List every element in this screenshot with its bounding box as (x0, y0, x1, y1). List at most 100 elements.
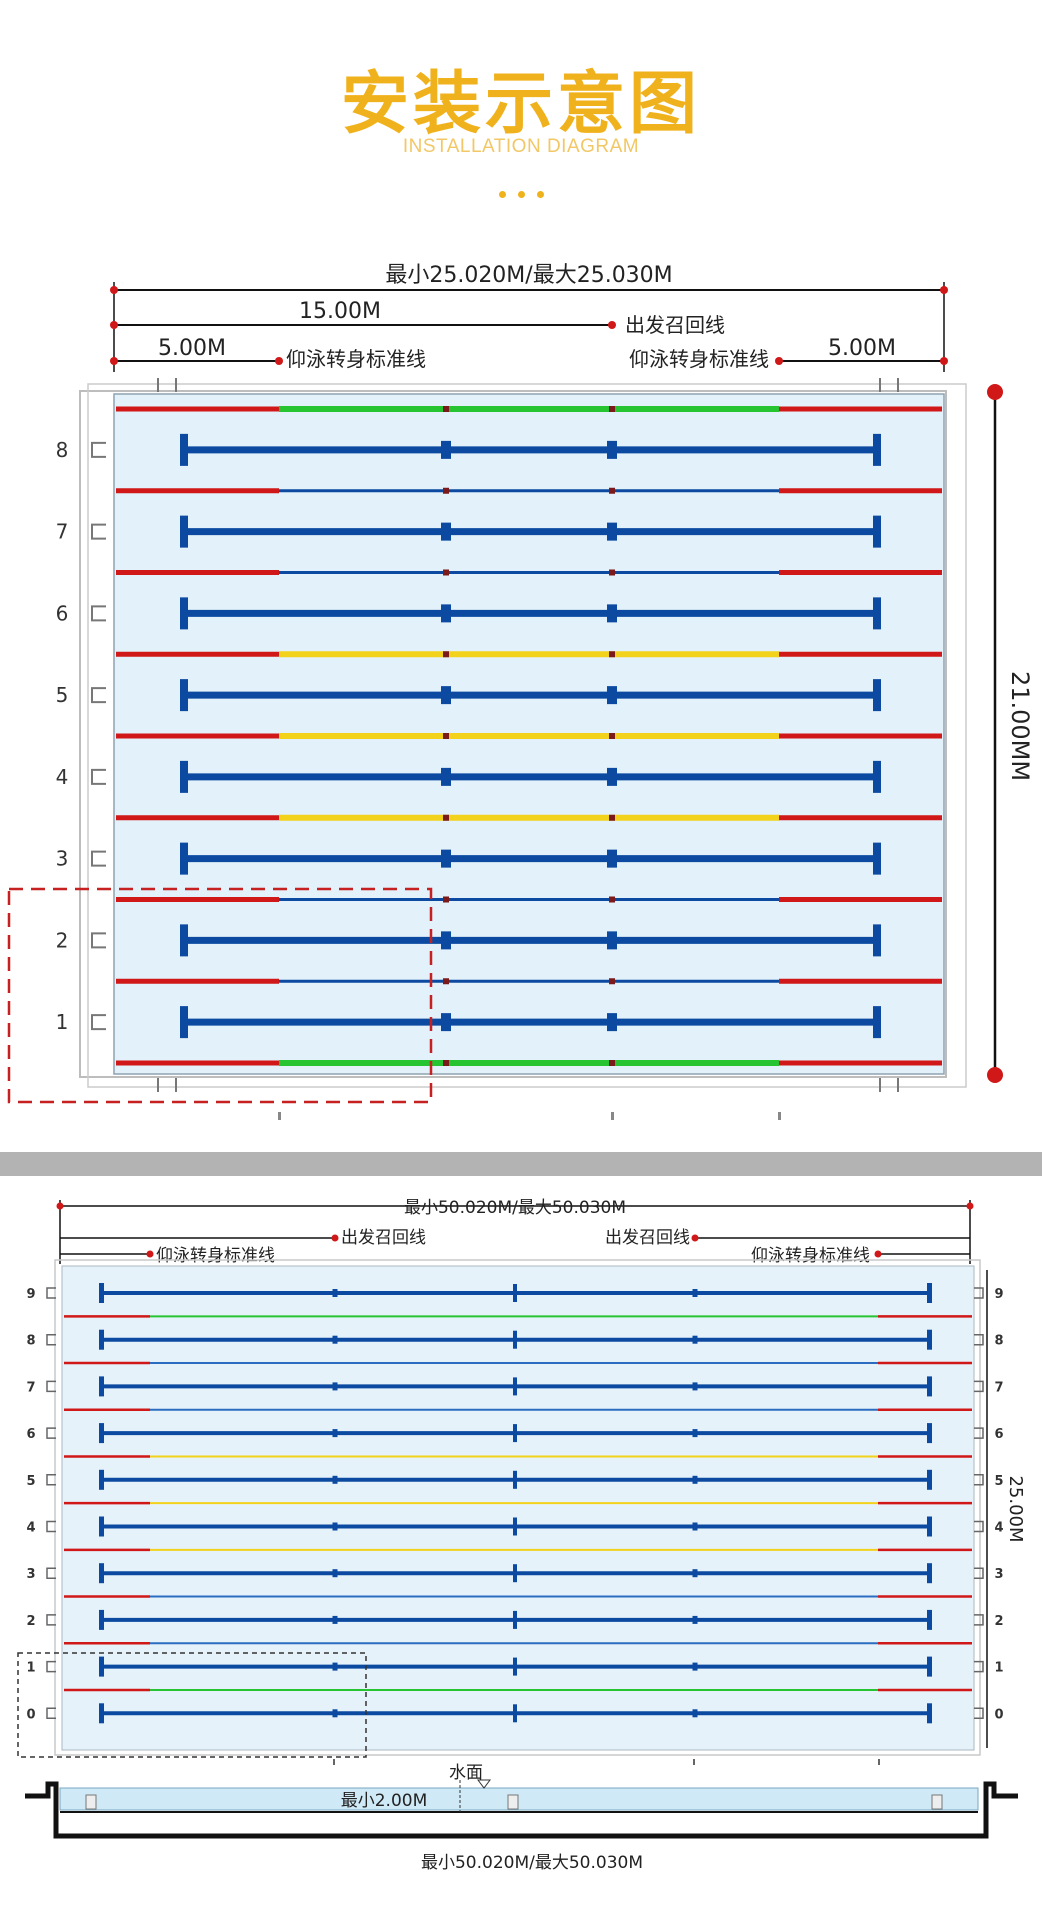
lane-line (180, 924, 881, 957)
lane-line (180, 679, 881, 712)
touchpad-icon (46, 1520, 56, 1533)
touchpad-icon (974, 1614, 984, 1626)
backstroke-line-right-label-50: 仰泳转身标准线 (751, 1246, 870, 1266)
pool-width-label-50: 25.00M (1005, 1475, 1026, 1542)
lane-line (99, 1376, 932, 1397)
end-distance-left-label: 5.00M (158, 336, 226, 361)
touchpad-icon (46, 1614, 56, 1626)
touchpad-icon (91, 441, 106, 458)
lane-number: 1 (56, 1010, 69, 1034)
lane-line (99, 1563, 932, 1584)
lane-number-right: 1 (994, 1661, 1003, 1676)
lane-rope (116, 487, 942, 494)
pool-cross-section (25, 1779, 1018, 1839)
touchpad-icons-50 (46, 1287, 984, 1720)
section-separator (0, 1152, 1042, 1176)
lane-rope (116, 896, 942, 903)
lane-rope (116, 1060, 942, 1066)
lane-number: 8 (56, 438, 69, 462)
backstroke-line-left-label: 仰泳转身标准线 (286, 347, 426, 371)
touchpad-icon (974, 1380, 984, 1393)
lane-number-left: 6 (26, 1427, 35, 1442)
pool-deck-outline-25 (79, 390, 947, 1078)
lane-line (180, 433, 881, 466)
page-subtitle: INSTALLATION DIAGRAM (402, 136, 640, 157)
detail-callout-box-50 (17, 1652, 367, 1758)
lane-line (180, 1006, 881, 1039)
lane-number-left: 2 (26, 1614, 35, 1629)
lane-line (180, 842, 881, 875)
lane-number-right: 4 (994, 1521, 1003, 1536)
starting-blocks-25 (157, 378, 899, 1092)
pool-width-label-25: 21.00MM (1006, 671, 1034, 781)
touchpad-icon (91, 1014, 106, 1031)
lane-line (180, 597, 881, 630)
touchpad-icon (974, 1707, 984, 1720)
touchpad-icon (46, 1567, 56, 1579)
lane-rope (116, 814, 942, 821)
lane-number: 6 (56, 601, 69, 625)
section-length-label: 最小50.020M/最大50.030M (421, 1853, 643, 1873)
anchor-marks-25 (278, 1112, 781, 1120)
anchor-marks-50 (333, 1759, 880, 1765)
touchpad-icon (91, 932, 106, 949)
lane-number-right: 2 (994, 1614, 1003, 1629)
page-title: 安装示意图 (340, 64, 701, 144)
lane-number-left: 9 (26, 1287, 35, 1302)
backstroke-line-left-label-50: 仰泳转身标准线 (156, 1246, 275, 1266)
overall-length-label-50: 最小50.020M/最大50.030M (404, 1198, 626, 1218)
lane-rope (116, 406, 942, 412)
touchpad-icon (91, 523, 106, 540)
lane-number-right: 6 (994, 1427, 1003, 1442)
lane-line (99, 1423, 932, 1444)
lane-number-right: 3 (994, 1567, 1003, 1582)
touchpad-icon (46, 1380, 56, 1393)
lane-line (99, 1329, 932, 1350)
touchpad-icon (46, 1427, 56, 1439)
lane-rope (116, 651, 942, 658)
touchpad-icon (974, 1333, 984, 1346)
lane-number-right: 9 (994, 1287, 1003, 1302)
dimension-dots-50 (56, 1202, 974, 1258)
touchpad-icon (974, 1427, 984, 1439)
lane-line (99, 1609, 932, 1630)
lane-number-right: 0 (994, 1707, 1003, 1722)
water-surface-label: 水面 (449, 1763, 483, 1783)
lane-line (99, 1469, 932, 1490)
lane-rope (116, 569, 942, 576)
lane-line (99, 1703, 932, 1724)
touchpad-icon (46, 1707, 56, 1720)
decorative-dots (0, 183, 1042, 202)
lane-numbers-50: 9 9 8 8 7 7 6 6 5 5 4 4 3 3 2 2 1 1 0 0 (26, 1287, 1003, 1722)
lane-number-left: 8 (26, 1334, 35, 1349)
lane-line (180, 515, 881, 548)
overall-length-label-25: 最小25.020M/最大25.030M (385, 263, 672, 288)
dimension-lines-50 (59, 1200, 988, 1748)
recall-line-label: 出发召回线 (625, 313, 725, 337)
touchpad-icon (46, 1660, 56, 1673)
pool-deck-outline-50 (54, 1259, 981, 1756)
lane-number: 4 (56, 765, 69, 789)
lane-number-left: 1 (26, 1661, 35, 1676)
recall-line-left-label: 出发召回线 (341, 1228, 426, 1248)
touchpad-icon (46, 1333, 56, 1346)
end-distance-right-label: 5.00M (828, 336, 896, 361)
touchpad-icon (91, 687, 106, 704)
lane-ropes-50 (64, 1315, 972, 1692)
touchpad-icon (91, 768, 106, 785)
lane-number-left: 7 (26, 1380, 35, 1395)
depth-label: 最小2.00M (341, 1791, 428, 1811)
lane-line (99, 1283, 932, 1303)
lane-number: 3 (56, 847, 69, 871)
pool-gutter-outline-25 (87, 383, 967, 1088)
lane-number: 2 (56, 928, 69, 952)
backstroke-line-right-label: 仰泳转身标准线 (629, 347, 769, 371)
mid-distance-label: 15.00M (299, 299, 381, 324)
touchpad-icon (91, 850, 106, 867)
lane-rope (116, 978, 942, 985)
lane-number-right: 7 (994, 1380, 1003, 1395)
lane-lines-25 (180, 433, 881, 1039)
lane-rope (116, 733, 942, 739)
recall-line-right-label: 出发召回线 (605, 1228, 690, 1248)
lane-numbers-25: 8 7 6 5 4 3 2 1 (56, 438, 106, 1034)
